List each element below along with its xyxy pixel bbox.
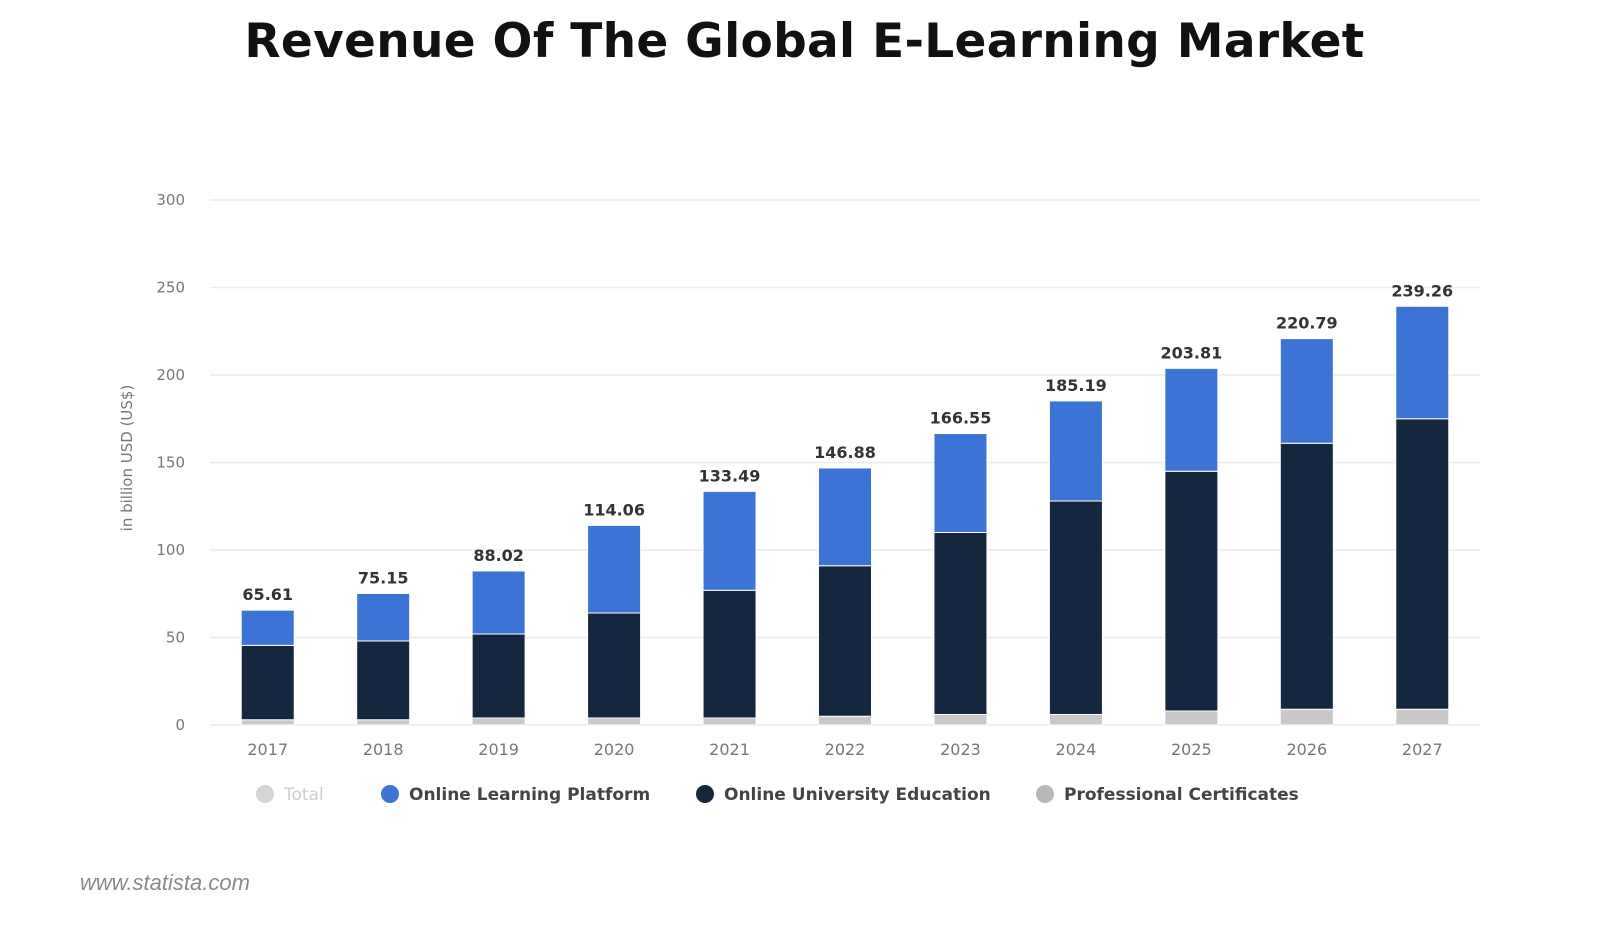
x-tick-label: 2024: [1056, 740, 1097, 759]
legend-label: Professional Certificates: [1064, 785, 1299, 805]
data-label-total: 133.49: [699, 466, 761, 485]
data-label-total: 166.55: [930, 409, 992, 428]
bar-segment-online-university-education: [1048, 500, 1103, 715]
legend-marker-icon: [1036, 785, 1054, 803]
x-tick-label: 2019: [478, 740, 519, 759]
legend-marker-icon: [381, 785, 399, 803]
bar-segment-professional-certificates: [702, 717, 757, 726]
y-tick-label: 200: [156, 366, 185, 384]
x-tick-label: 2020: [594, 740, 635, 759]
y-tick-label: 50: [166, 629, 185, 647]
bar-segment-online-learning-platform: [587, 524, 642, 614]
bar-segment-professional-certificates: [471, 717, 526, 726]
x-tick-label: 2027: [1402, 740, 1443, 759]
data-label-total: 185.19: [1045, 376, 1107, 395]
bar-segment-online-university-education: [1279, 442, 1334, 710]
data-label-total: 239.26: [1391, 281, 1453, 300]
y-axis-ticks: 0 50 100 150 200 250 300: [156, 191, 185, 734]
data-label-total: 75.15: [358, 568, 409, 587]
bar-segment-online-university-education: [702, 589, 757, 719]
bar-segment-online-university-education: [1395, 418, 1450, 710]
bar-segment-online-university-education: [240, 644, 295, 721]
x-tick-label: 2021: [709, 740, 750, 759]
legend-label: Online Learning Platform: [409, 785, 650, 805]
legend-item: Total: [256, 785, 324, 805]
chart-title: Revenue Of The Global E-Learning Market: [244, 14, 1365, 69]
y-tick-label: 0: [175, 716, 185, 734]
bar-segment-online-learning-platform: [818, 467, 872, 567]
bar-segment-professional-certificates: [356, 719, 411, 726]
legend-item: Online Learning Platform: [381, 785, 650, 805]
data-labels: 65.61 75.15 88.02 114.06 133.49 146.88 166.55 1…: [242, 281, 1453, 604]
x-tick-label: 2022: [825, 740, 866, 759]
bar-segment-online-university-education: [1164, 470, 1219, 712]
data-label-total: 65.61: [242, 585, 293, 604]
legend-label: Online University Education: [724, 785, 991, 805]
bar-segment-professional-certificates: [240, 719, 295, 726]
y-tick-label: 100: [156, 541, 185, 559]
bar-segment-professional-certificates: [1164, 710, 1219, 726]
bar-segment-online-learning-platform: [1279, 338, 1334, 444]
bar-segment-online-university-education: [587, 612, 642, 719]
legend-marker-icon: [696, 785, 714, 803]
bar-segment-online-learning-platform: [702, 490, 757, 591]
bar-segment-online-learning-platform: [471, 570, 526, 635]
legend-item: Professional Certificates: [1036, 785, 1299, 805]
bar-segment-online-university-education: [933, 532, 988, 715]
y-tick-label: 250: [156, 279, 185, 297]
bars: [240, 305, 1450, 726]
x-axis-ticks: 2017 2018 2019 2020 2021 2022 2023 2024 2025 2026…: [247, 740, 1442, 759]
bar-segment-online-university-education: [356, 640, 411, 721]
bar-segment-professional-certificates: [818, 715, 872, 726]
bar-segment-online-university-education: [818, 565, 872, 717]
x-tick-label: 2018: [363, 740, 404, 759]
bar-segment-online-university-education: [471, 633, 526, 719]
data-label-total: 146.88: [814, 443, 876, 462]
data-label-total: 203.81: [1160, 343, 1222, 362]
y-tick-label: 150: [156, 454, 185, 472]
x-tick-label: 2017: [247, 740, 288, 759]
bar-segment-professional-certificates: [587, 717, 642, 726]
bar-segment-online-learning-platform: [1164, 367, 1219, 472]
bar-segment-professional-certificates: [1279, 708, 1334, 726]
source-credit: www.statista.com: [80, 870, 250, 895]
data-label-total: 114.06: [583, 500, 645, 519]
bar-segment-professional-certificates: [1048, 714, 1103, 726]
x-tick-label: 2026: [1286, 740, 1327, 759]
bar-segment-professional-certificates: [933, 714, 988, 726]
bar-segment-online-learning-platform: [1395, 305, 1450, 420]
bar-segment-professional-certificates: [1395, 708, 1450, 726]
bar-segment-online-learning-platform: [933, 433, 988, 534]
bar-segment-online-learning-platform: [1048, 400, 1103, 502]
y-axis-title: in billion USD (US$): [118, 385, 136, 532]
y-tick-label: 300: [156, 191, 185, 209]
legend-label: Total: [283, 785, 324, 805]
data-label-total: 88.02: [473, 546, 524, 565]
legend-item: Online University Education: [696, 785, 991, 805]
legend: Total Online Learning Platform Online Univ…: [256, 785, 1299, 805]
x-tick-label: 2023: [940, 740, 981, 759]
legend-marker-icon: [256, 785, 274, 803]
data-label-total: 220.79: [1276, 314, 1338, 333]
x-tick-label: 2025: [1171, 740, 1212, 759]
bar-segment-online-learning-platform: [240, 609, 295, 646]
bar-segment-online-learning-platform: [356, 592, 411, 642]
